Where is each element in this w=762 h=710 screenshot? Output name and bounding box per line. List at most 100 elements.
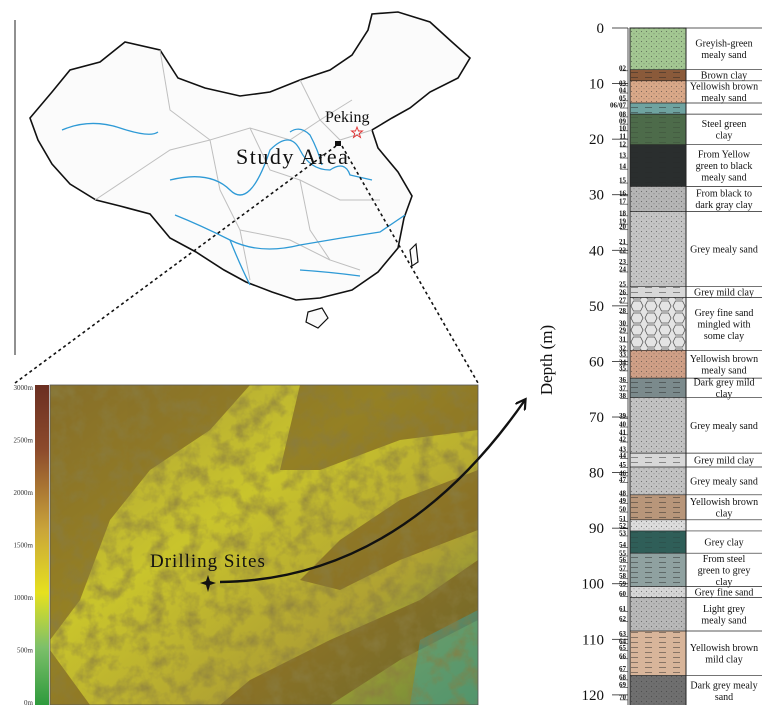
page: {"map": {"city": "Peking", "region": "St… [0,0,762,705]
elevation-label: 2000m [14,489,34,497]
figure: Peking Study Area 3000m2500m2000m1500m10… [0,0,762,705]
city-label: Peking [325,109,369,126]
layer-pattern [630,467,686,495]
depth-tick-label: 60 [589,354,604,370]
layer-description: Grey mealy sand [690,244,758,255]
layer-description: Yellowish brownmild clay [690,643,758,666]
layer-pattern [630,631,686,675]
layer-pattern [630,286,686,297]
layer-pattern [630,453,686,467]
depth-tick-label: 120 [582,688,605,704]
layer-pattern [630,186,686,211]
sample-label: 38 [619,392,627,400]
sample-label: 20 [619,223,627,231]
layer-pattern [630,553,686,586]
sample-label: 13 [619,152,627,160]
sample-label: 18 [619,209,627,217]
layer-pattern [630,350,686,378]
china-map: Peking Study Area [15,12,478,383]
depth-tick-label: 100 [582,577,605,593]
layer-pattern [630,398,686,454]
depth-tick-label: 30 [589,188,604,204]
sample-label: 02 [619,64,627,72]
site-label: Drilling Sites [150,551,266,572]
region-label: Study Area [236,144,349,169]
layer-description: Yellowish brownmealy sand [690,82,758,105]
depth-tick-label: 0 [597,21,605,37]
layer-pattern [630,81,686,103]
sample-label: 24 [619,265,627,273]
sample-label: 49 [619,497,627,505]
layer-description: Greyish-greenmealy sand [695,39,752,62]
layer-pattern [630,103,686,114]
sample-label: 26 [619,288,627,296]
sample-label: 31 [619,335,627,343]
taiwan [410,244,418,266]
layer-description: From black todark gray clay [695,189,752,212]
layer-pattern [630,495,686,520]
sample-label: 06/07 [610,102,626,110]
elevation-label: 1500m [14,542,34,550]
axis-label: Depth (m) [537,325,556,395]
sample-label: 62 [619,615,627,623]
elevation-label: 0m [24,699,34,705]
layer-description: Dark grey mealysand [690,680,757,703]
depth-tick-label: 90 [589,521,604,537]
sample-label: 42 [619,436,627,444]
sample-label: 17 [619,198,627,206]
relief-shading [50,385,478,705]
layer-pattern [630,675,686,705]
sample-label: 45 [619,461,627,469]
layer-description: Grey mild clay [694,456,754,467]
sample-label: 39 [619,412,627,420]
sample-label: 28 [619,307,627,315]
layer-pattern [630,598,686,631]
depth-tick-label: 10 [589,77,604,93]
elevation-label: 1000m [14,594,34,602]
depth-tick-label: 50 [589,299,604,315]
depth-tick-label: 20 [589,132,604,148]
layer-pattern [630,378,686,397]
layer-description: From Yellowgreen to blackmealy sand [696,150,753,184]
sample-label: 59 [619,580,627,588]
hainan [306,308,328,328]
sample-label: 27 [619,297,627,305]
layer-pattern [630,70,686,81]
sample-label: 65 [619,644,627,652]
sample-label: 16 [619,189,627,197]
sample-label: 36 [619,376,627,384]
depth-tick-label: 70 [589,410,604,426]
sample-label: 15 [619,177,627,185]
depth-tick-label: 40 [589,243,604,259]
elevation-label: 500m [17,647,34,655]
sample-label: 35 [619,364,627,372]
sample-label: 67 [619,665,627,673]
sample-label: 54 [619,541,627,549]
sample-label: 69 [619,681,627,689]
layer-pattern [630,145,686,187]
sample-label: 10 [619,124,627,132]
elevation-colorbar [35,385,49,705]
sample-label: 50 [619,506,627,514]
layer-description: Grey mild clay [694,287,754,298]
elevation-label: 2500m [14,437,34,445]
sample-label: 21 [619,238,627,246]
layer-pattern [630,531,686,553]
elevation-label: 3000m [14,384,34,392]
layer-description: Light greymealy sand [701,604,746,627]
sample-label: 12 [619,140,627,148]
dem-map: 3000m 2500m 2000m 1500m 1000m 500m 0m Drilling… [14,384,525,705]
layer-description: Grey clay [704,538,743,549]
sample-label: 56 [619,556,627,564]
layer-pattern [630,587,686,598]
sample-label: 14 [619,163,627,171]
elevation-labels: 3000m 2500m 2000m 1500m 1000m 500m 0m [14,384,34,705]
layer-description: Grey mealy sand [690,476,758,487]
layer-description: Brown clay [701,71,747,82]
layer-description: Grey mealy sand [690,421,758,432]
